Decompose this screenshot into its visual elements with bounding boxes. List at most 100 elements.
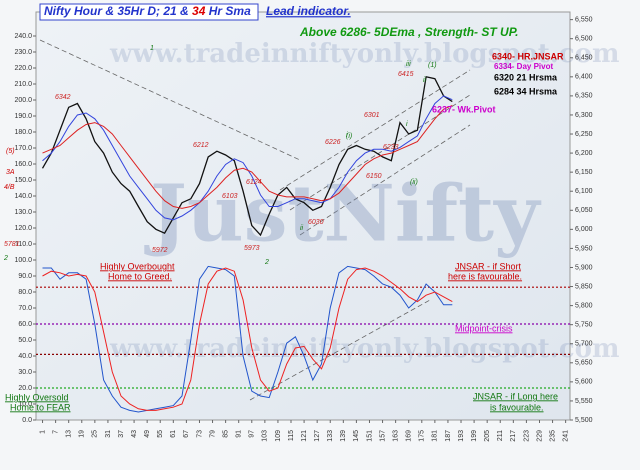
x-tick-label: 61 (170, 430, 177, 438)
y2-tick-label: 6,150 (575, 169, 593, 176)
point-label: 2 (3, 255, 8, 262)
x-tick-label: 139 (340, 430, 347, 442)
y-tick-label: 80.0 (18, 289, 32, 296)
y-tick-label: 30.0 (18, 369, 32, 376)
point-label: 6415 (398, 71, 414, 78)
y2-tick-label: 6,050 (575, 207, 593, 214)
watermark: www.tradeinniftyonly.blogspot.com (109, 334, 620, 364)
level-note: 6340- HR.JNSAR (492, 51, 564, 61)
x-tick-label: 13 (66, 430, 73, 438)
annotation: here is favourable. (448, 271, 522, 281)
point-label: ii (300, 225, 304, 232)
point-label: iii (406, 61, 411, 68)
x-tick-label: 79 (209, 430, 216, 438)
y-tick-label: 40.0 (18, 353, 32, 360)
y2-tick-label: 6,000 (575, 226, 593, 233)
point-label: (i) (346, 133, 352, 140)
y2-tick-label: 5,900 (575, 264, 593, 271)
y2-tick-label: 5,750 (575, 322, 593, 329)
x-tick-label: 223 (523, 430, 530, 442)
point-label: 1 (150, 45, 154, 52)
y2-tick-label: 5,550 (575, 398, 593, 405)
x-tick-label: 235 (549, 430, 556, 442)
x-tick-label: 157 (379, 430, 386, 442)
x-tick-label: 211 (497, 430, 504, 441)
y2-tick-label: 6,350 (575, 93, 593, 100)
x-tick-label: 127 (314, 430, 321, 442)
annotation: JNSAR - if Long here (473, 391, 558, 401)
point-label: ii (423, 77, 427, 84)
y2-tick-label: 5,650 (575, 360, 593, 367)
y-tick-label: 100.0 (14, 257, 32, 264)
x-tick-label: 133 (327, 430, 334, 442)
y2-tick-label: 5,600 (575, 379, 593, 386)
x-tick-label: 109 (275, 430, 282, 442)
headline: Above 6286- 5DEma , Strength- ST UP. (299, 25, 519, 39)
y-tick-label: 230.0 (14, 49, 32, 56)
y-tick-label: 130.0 (14, 209, 32, 216)
x-tick-label: 175 (419, 430, 426, 442)
point-label: (ii) (410, 179, 418, 186)
annotation: is favourable. (490, 402, 544, 412)
point-label: 5973 (244, 245, 260, 252)
x-tick-label: 115 (288, 430, 295, 441)
x-tick-label: 205 (484, 430, 491, 442)
point-label: 6124 (246, 179, 262, 186)
point-label: (5) (6, 148, 15, 155)
y2-tick-label: 5,950 (575, 245, 593, 252)
point-label: 6103 (222, 193, 238, 200)
x-tick-label: 91 (236, 430, 243, 438)
x-tick-label: 187 (445, 430, 452, 442)
x-tick-label: 43 (131, 430, 138, 438)
y2-tick-label: 6,250 (575, 131, 593, 138)
point-label: 3A (6, 169, 15, 176)
point-label: 6233 (383, 144, 399, 151)
series-line (41, 76, 453, 237)
y2-tick-label: 5,800 (575, 302, 593, 309)
series-line (42, 265, 453, 413)
annotation: Home to FEAR (10, 402, 71, 412)
point-label: 6342 (55, 94, 71, 101)
y-tick-label: 170.0 (14, 145, 32, 152)
point-label: 6212 (193, 142, 209, 149)
y2-tick-label: 6,500 (575, 36, 593, 43)
x-tick-label: 121 (301, 430, 308, 442)
y-tick-label: 10.0 (18, 401, 32, 408)
x-tick-label: 103 (262, 430, 269, 442)
y-tick-label: 190.0 (14, 113, 32, 120)
y-tick-label: 220.0 (14, 65, 32, 72)
level-note: 6320 21 Hrsma (494, 72, 558, 82)
y-tick-label: 60.0 (18, 321, 32, 328)
x-tick-label: 49 (144, 430, 151, 438)
point-label: 5972 (152, 247, 168, 254)
y2-tick-label: 6,450 (575, 55, 593, 62)
point-label: 4/B (4, 184, 15, 191)
y-tick-label: 160.0 (14, 161, 32, 168)
y-tick-label: 20.0 (18, 385, 32, 392)
y2-tick-label: 5,500 (575, 417, 593, 424)
point-label: i (346, 132, 348, 139)
x-tick-label: 97 (249, 430, 256, 438)
x-tick-label: 73 (196, 430, 203, 438)
y-tick-label: 120.0 (14, 225, 32, 232)
y2-tick-label: 5,700 (575, 341, 593, 348)
annotation: JNSAR - if Short (455, 261, 522, 271)
plot-area (35, 11, 571, 421)
title-part: Nifty Hour & 35Hr D; 21 & (44, 4, 192, 18)
x-tick-label: 37 (118, 430, 125, 438)
x-tick-label: 55 (157, 430, 164, 438)
annotation: Highly Oversold (5, 392, 69, 402)
y-tick-label: 50.0 (18, 337, 32, 344)
x-tick-label: 145 (353, 430, 360, 442)
x-tick-label: 67 (183, 430, 190, 438)
watermark: www.tradeinniftyonly.blogspot.com (109, 39, 620, 69)
point-label: 6301 (364, 112, 380, 119)
y2-tick-label: 6,400 (575, 74, 593, 81)
x-tick-label: 19 (79, 430, 86, 438)
annotation: Midpoint-crisis (455, 323, 513, 333)
point-label: i (406, 121, 408, 128)
x-tick-label: 169 (406, 430, 413, 442)
y2-tick-label: 6,100 (575, 188, 593, 195)
